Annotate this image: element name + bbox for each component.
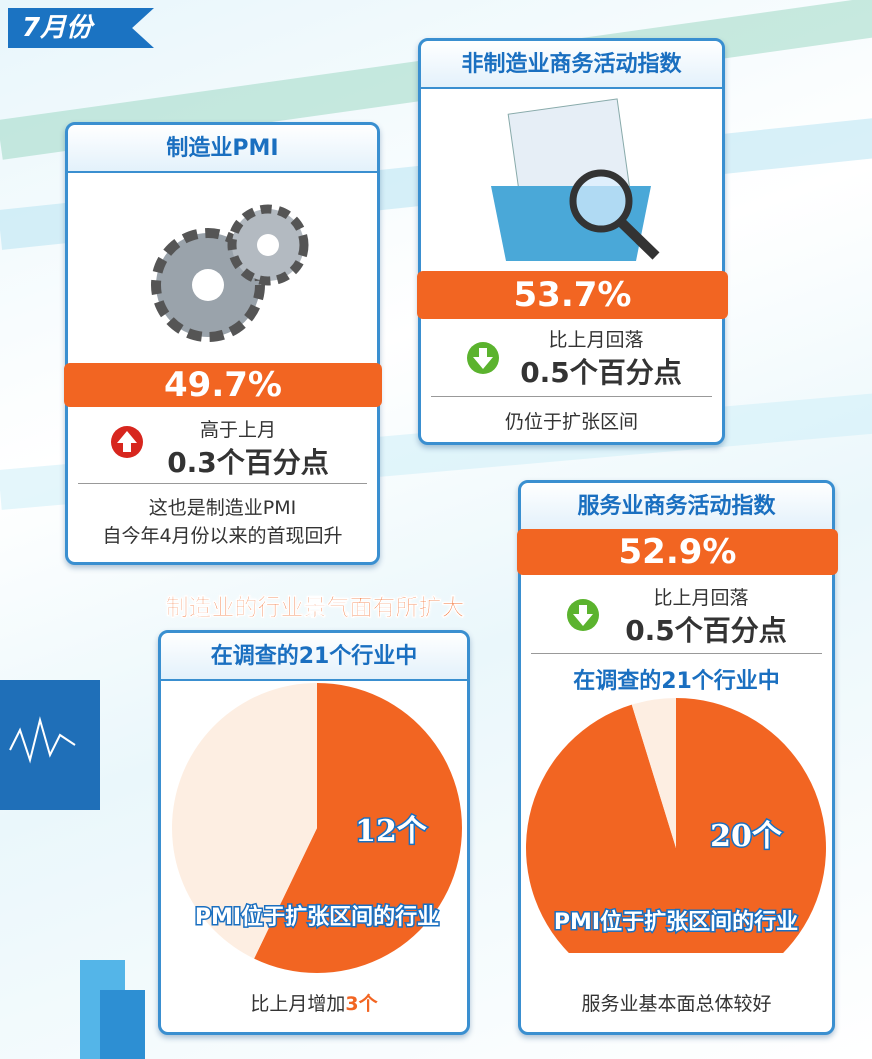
up-arrow xyxy=(111,426,143,458)
card-title: 制造业PMI xyxy=(68,125,377,173)
change-label: 比上月回落 xyxy=(548,329,644,351)
pie-title: 在调查的21个行业中 xyxy=(573,669,780,694)
down-arrow xyxy=(567,599,599,631)
banner: 制造业的行业景气面有所扩大 xyxy=(165,595,465,622)
category-label: PMI位于扩张区间的行业 xyxy=(554,909,798,935)
change: 0.5个百分点 xyxy=(625,614,787,647)
card: 服务业商务活动指数 20个 PMI位于扩张区间的行业 52.9% 比上月回落 0.5… xyxy=(517,480,838,1035)
pie-slice xyxy=(631,698,676,848)
note: 这也是制造业PMI xyxy=(148,497,297,519)
card-title: 非制造业商务活动指数 xyxy=(421,41,722,89)
pmi-value: 49.7% xyxy=(64,363,382,407)
pie-note: 服务业基本面总体较好 xyxy=(581,993,772,1015)
pie-slice xyxy=(526,698,826,953)
pie-slice xyxy=(254,683,463,973)
pie-card: 在调查的21个行业中 12个 PMI位于扩张区间的行业比上月增加3个 xyxy=(158,630,470,1035)
divider xyxy=(78,483,367,484)
pie-chart: 12个 PMI位于扩张区间的行业 xyxy=(172,683,463,973)
pie-chart: 20个 PMI位于扩张区间的行业 xyxy=(526,698,826,953)
note: 自今年4月份以来的首现回升 xyxy=(102,525,343,547)
note-highlight: 3个 xyxy=(345,993,378,1015)
card-title: 服务业商务活动指数 xyxy=(521,483,832,531)
change-label: 高于上月 xyxy=(199,419,276,441)
note-text: 比上月增加 xyxy=(250,993,346,1015)
divider xyxy=(531,653,822,654)
divider xyxy=(431,396,712,397)
folder-icon xyxy=(491,98,660,261)
index-value: 52.9% xyxy=(517,529,838,575)
change: 0.3个百分点 xyxy=(167,446,329,479)
pie-slice xyxy=(172,683,317,959)
change-label: 比上月回落 xyxy=(653,587,749,609)
index-value: 53.7% xyxy=(417,271,728,319)
note: 仍位于扩张区间 xyxy=(504,411,638,433)
computer-illustration xyxy=(0,680,145,1059)
change: 0.5个百分点 xyxy=(520,356,682,389)
gears-icon xyxy=(151,204,309,342)
pie-note: 比上月增加3个 xyxy=(161,989,467,1016)
value-label: 20个 xyxy=(710,819,783,854)
pie-title: 在调查的21个行业中 xyxy=(161,633,467,681)
badge: 7月份 xyxy=(8,8,154,48)
value-label: 12个 xyxy=(355,814,428,849)
card: 非制造业商务活动指数 53.7% 比上月回落 0.5个百分点 仍位于扩张区间 xyxy=(417,38,728,445)
down-arrow xyxy=(467,342,499,374)
card: 制造业PMI 49.7% 高于上月 0.3个百分点 这也是制造业PMI 自今年4… xyxy=(64,122,382,565)
category-label: PMI位于扩张区间的行业 xyxy=(195,904,439,930)
